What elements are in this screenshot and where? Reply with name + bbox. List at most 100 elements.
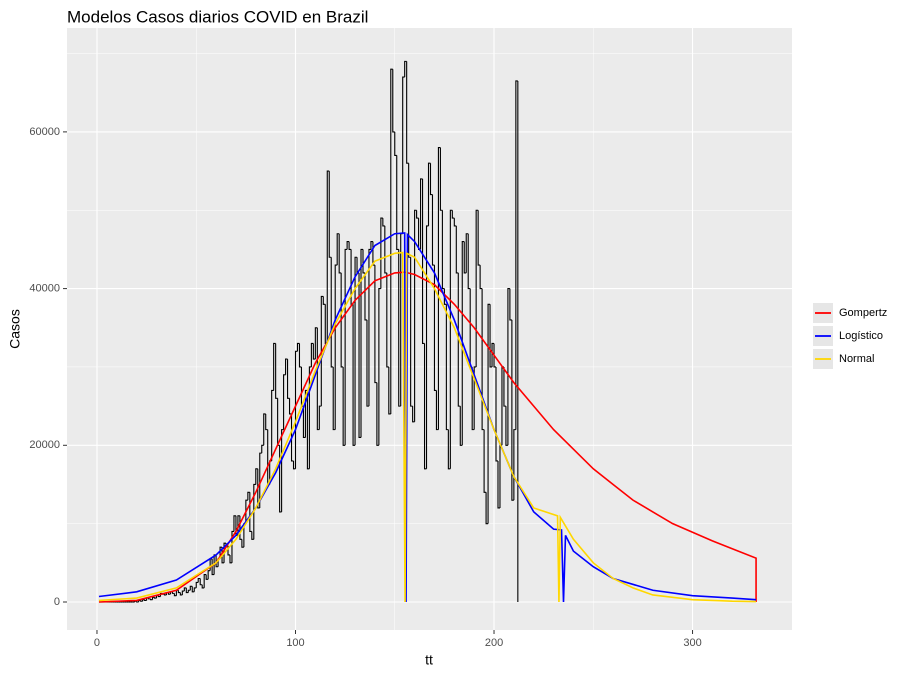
observed-step [354,256,358,446]
observed-step [287,359,290,399]
observed-step [425,225,429,469]
legend-label: Gompertz [839,307,887,319]
observed-step [233,515,236,532]
observed-step [473,366,477,430]
observed-step [203,574,207,588]
observed-step [136,601,139,603]
observed-step [427,162,431,226]
observed-step [338,233,342,274]
observed-step [445,304,449,431]
observed-step [167,592,171,595]
observed-step [201,584,205,589]
observed-step [334,264,338,430]
observed-step [429,163,433,196]
observed-step [271,389,274,461]
observed-step [181,590,185,595]
observed-step [376,382,379,446]
panel-background [67,28,792,630]
observed-step [384,225,387,274]
observed-step [497,460,500,509]
observed-step [332,366,336,431]
observed-step [455,225,459,274]
observed-step [368,248,371,407]
observed-step [483,429,487,493]
observed-step [229,554,232,564]
observed-step [320,295,324,407]
observed-step [231,530,234,563]
observed-step [410,257,413,407]
observed-step [402,76,405,234]
observed-step [144,599,147,601]
observed-step [150,598,153,601]
observed-step [241,539,244,548]
x-tick-label: 100 [286,637,304,649]
observed-step [489,304,493,368]
observed-step [177,590,181,594]
observed-step [183,587,187,592]
observed-step [422,178,425,344]
observed-step [461,241,465,446]
chart-title: Modelos Casos diarios COVID en Brazil [67,7,368,26]
observed-step [404,60,407,78]
observed-step [515,80,518,430]
observed-step [281,429,284,512]
observed-step [453,218,457,227]
observed-step [509,288,512,321]
observed-step [439,147,443,211]
observed-step [255,468,258,485]
observed-step [388,366,391,415]
observed-step [288,398,292,415]
x-axis-title: tt [425,652,433,668]
observed-step [412,406,415,423]
observed-step [352,304,356,446]
observed-step [344,248,348,446]
y-tick-label: 0 [54,596,60,608]
observed-step [416,210,419,219]
observed-step [374,265,377,384]
observed-step [366,319,369,407]
observed-step [433,265,437,391]
observed-step [449,209,453,469]
observed-step [292,460,296,470]
observed-step [298,343,302,368]
observed-step [364,272,367,321]
observed-step [459,406,463,446]
observed-step [265,413,268,431]
y-axis-title: Casos [7,309,23,349]
observed-step [205,574,209,580]
observed-step [197,577,201,583]
observed-step [314,327,318,360]
observed-step [179,592,183,596]
observed-step [503,366,506,407]
observed-step [189,585,193,591]
observed-step [185,587,189,594]
observed-step [408,163,411,258]
observed-step [431,194,435,266]
observed-step [312,343,316,360]
observed-step [380,217,383,289]
observed-step [193,587,197,592]
observed-step [279,445,282,513]
observed-step [382,218,385,227]
observed-step [283,374,286,430]
observed-step [396,155,399,250]
observed-step [348,241,352,250]
model-line [98,251,757,603]
observed-step [394,131,397,156]
observed-step [199,578,203,586]
observed-step [263,413,266,446]
y-tick-label: 20000 [29,439,60,451]
observed-step [467,233,471,290]
x-tick-label: 300 [683,637,701,649]
observed-step [251,531,254,540]
observed-step [173,593,177,597]
observed-step [435,390,439,431]
observed-step [346,241,350,250]
observed-step [153,597,157,599]
observed-step [475,209,479,367]
observed-step [148,598,151,600]
observed-step [495,366,498,462]
y-tick-label: 60000 [29,126,60,138]
observed-step [275,343,278,399]
